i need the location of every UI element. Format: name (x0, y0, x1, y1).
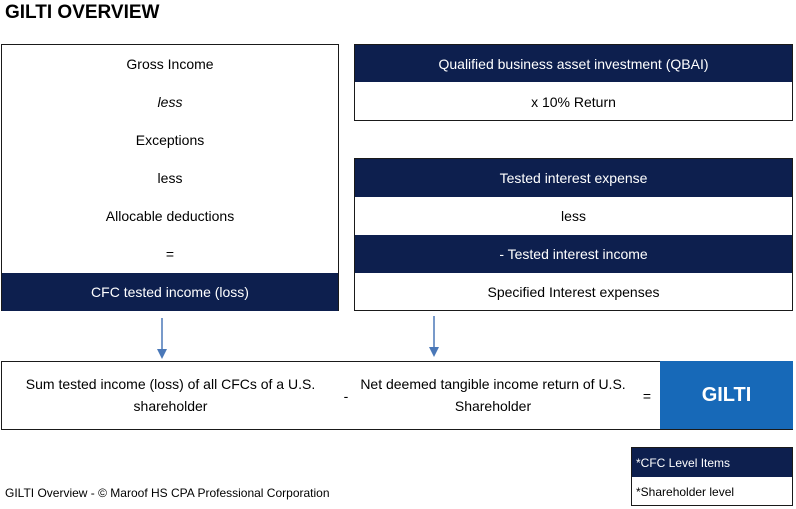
cfc-tested-income-result: CFC tested income (loss) (2, 273, 338, 311)
cfc-tested-income-box: Gross Income less Exceptions less Alloca… (1, 44, 339, 311)
gilti-result: GILTI (660, 361, 793, 429)
less-label-2: less (157, 170, 183, 186)
less-label-1: less (157, 94, 183, 110)
qbai-header: Qualified business asset investment (QBA… (355, 45, 792, 82)
minus-operator: - (343, 388, 349, 404)
less-row: less (561, 208, 586, 224)
gross-income-label: Gross Income (126, 56, 214, 72)
sum-tested-income-text: Sum tested income (loss) of all CFCs of … (25, 376, 316, 414)
footer-copyright: GILTI Overview - © Maroof HS CPA Profess… (5, 486, 330, 500)
tested-interest-income-row: - Tested interest income (355, 235, 792, 273)
equals-operator: = (642, 388, 652, 404)
qbai-return-row: x 10% Return (531, 93, 616, 110)
allocable-deductions-label: Allocable deductions (105, 208, 235, 224)
legend-box: *CFC Level Items *Shareholder level (631, 447, 793, 506)
legend-shareholder-level: *Shareholder level (636, 484, 735, 499)
tested-interest-expense-row: Tested interest expense (355, 159, 792, 197)
net-deemed-tangible-income-text: Net deemed tangible income return of U.S… (360, 376, 626, 414)
legend-cfc-level: *CFC Level Items (632, 448, 792, 477)
down-arrow-left-icon (157, 318, 167, 359)
equals-label: = (165, 246, 175, 262)
down-arrow-right-icon (429, 316, 439, 357)
page-title: GILTI OVERVIEW (5, 2, 160, 23)
qbai-box: Qualified business asset investment (QBA… (354, 44, 793, 121)
exceptions-label: Exceptions (135, 132, 205, 148)
specified-interest-expenses-row: Specified Interest expenses (487, 284, 660, 300)
interest-expense-box: Tested interest expense less - Tested in… (354, 158, 793, 311)
